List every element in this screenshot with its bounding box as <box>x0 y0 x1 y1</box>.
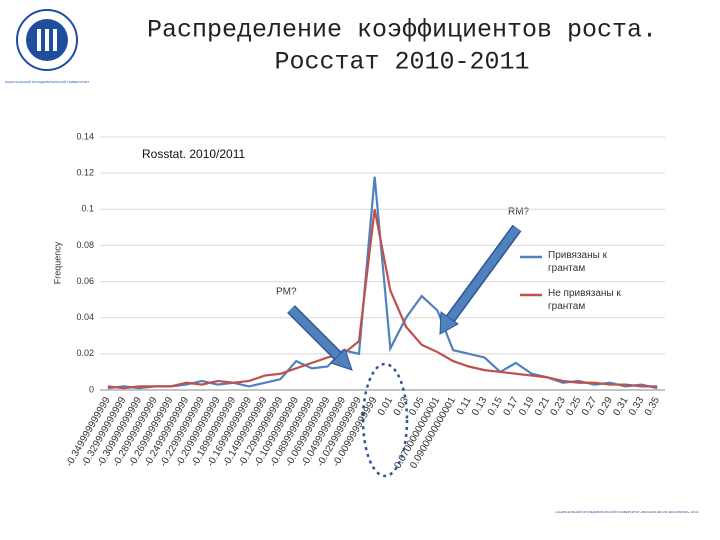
y-tick-label: 0.08 <box>76 240 94 250</box>
slide-title: Распределение коэффициентов роста. <box>147 16 657 45</box>
y-tick-label: 0 <box>89 384 94 394</box>
y-tick-label: 0.04 <box>76 312 94 322</box>
x-tick-label: 0.27 <box>580 395 599 418</box>
annotation: RM? <box>508 207 530 218</box>
x-tick-label: 0.19 <box>517 395 536 418</box>
x-tick-label: 0.25 <box>564 395 583 418</box>
slide-title: Росстат 2010-2011 <box>274 48 529 77</box>
x-tick-label: 0.23 <box>549 395 568 418</box>
y-tick-label: 0.06 <box>76 276 94 286</box>
logo <box>16 9 78 71</box>
y-tick-label: 0.12 <box>76 168 94 178</box>
y-axis-label: Frequency <box>52 241 62 284</box>
y-tick-label: 0.1 <box>81 204 94 214</box>
y-tick-label: 0.02 <box>76 348 94 358</box>
x-tick-label: 0.15 <box>486 395 505 418</box>
annotation: PM? <box>276 287 297 298</box>
x-tick-label: 0.31 <box>611 395 630 418</box>
x-tick-label: 0.17 <box>502 395 521 418</box>
y-tick-label: 0.14 <box>76 131 94 141</box>
logo-caption: НАЦИОНАЛЬНЫЙ ИССЛЕДОВАТЕЛЬСКИЙ УНИВЕРСИТ… <box>5 80 89 84</box>
chart-title: Rosstat. 2010/2011 <box>142 147 246 161</box>
x-tick-label: 0.13 <box>470 395 489 418</box>
x-tick-label: 0.21 <box>533 395 552 418</box>
series-line <box>107 209 658 390</box>
x-tick-label: 0.01 <box>376 395 395 418</box>
legend-label: Привязаны к грантам <box>548 250 607 274</box>
x-tick-label: 0.03 <box>392 395 411 418</box>
x-tick-label: 0.29 <box>596 395 615 418</box>
x-tick-label: 0.35 <box>643 395 662 418</box>
x-tick-label: 0.33 <box>627 395 646 418</box>
footer: НАЦИОНАЛЬНЫЙ ИССЛЕДОВАТЕЛЬСКИЙ УНИВЕРСИТ… <box>555 510 700 514</box>
arrows <box>287 224 522 478</box>
legend-label: Не привязаны к грантам <box>548 288 621 312</box>
series-line <box>107 176 658 390</box>
